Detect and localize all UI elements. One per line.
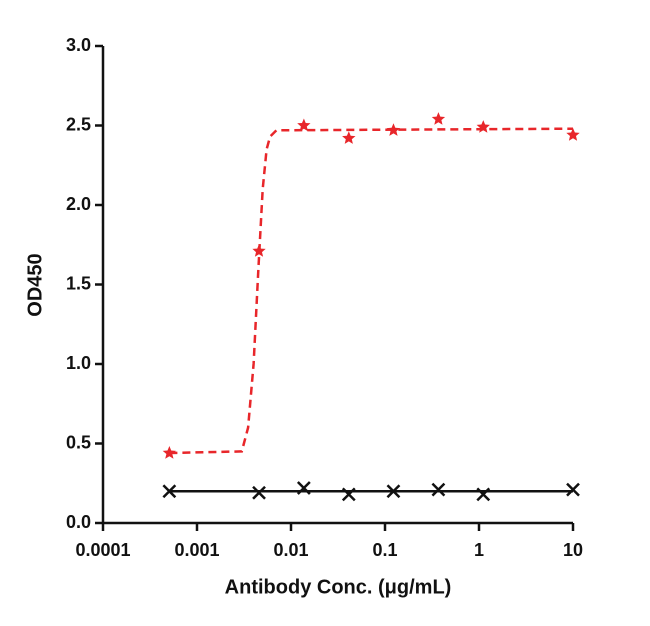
x-tick-label: 0.001 xyxy=(174,540,219,560)
y-tick-label: 0.5 xyxy=(66,432,91,452)
data-point xyxy=(341,487,356,502)
y-tick-label: 0.0 xyxy=(66,512,91,532)
data-point xyxy=(162,446,176,459)
y-tick-label: 2.0 xyxy=(66,194,91,214)
data-point xyxy=(431,112,446,125)
y-tick-label: 1.5 xyxy=(66,273,91,293)
y-axis-title: OD450 xyxy=(24,253,46,316)
data-point xyxy=(566,482,580,497)
x-axis-title: Antibody Conc. (μg/mL) xyxy=(225,576,452,598)
data-point xyxy=(162,484,177,499)
data-point xyxy=(386,484,401,499)
y-tick-label: 1.0 xyxy=(66,353,91,373)
data-point xyxy=(342,131,356,144)
y-tick-label: 2.5 xyxy=(66,114,91,134)
x-tick-label: 0.0001 xyxy=(75,540,130,560)
data-point xyxy=(297,118,311,132)
x-tick-label: 0.1 xyxy=(372,540,397,560)
x-tick-label: 1 xyxy=(474,540,484,560)
fit-curve xyxy=(169,127,574,455)
data-point xyxy=(252,485,266,500)
x-tick-label: 10 xyxy=(563,540,583,560)
data-point xyxy=(431,482,446,497)
data-point xyxy=(252,244,266,257)
x-tick-label: 0.01 xyxy=(273,540,308,560)
data-point xyxy=(566,128,580,141)
data-point xyxy=(476,487,491,502)
data-point xyxy=(296,481,311,495)
data-point xyxy=(476,120,490,133)
data-point xyxy=(386,123,401,136)
y-tick-label: 3.0 xyxy=(66,35,91,55)
